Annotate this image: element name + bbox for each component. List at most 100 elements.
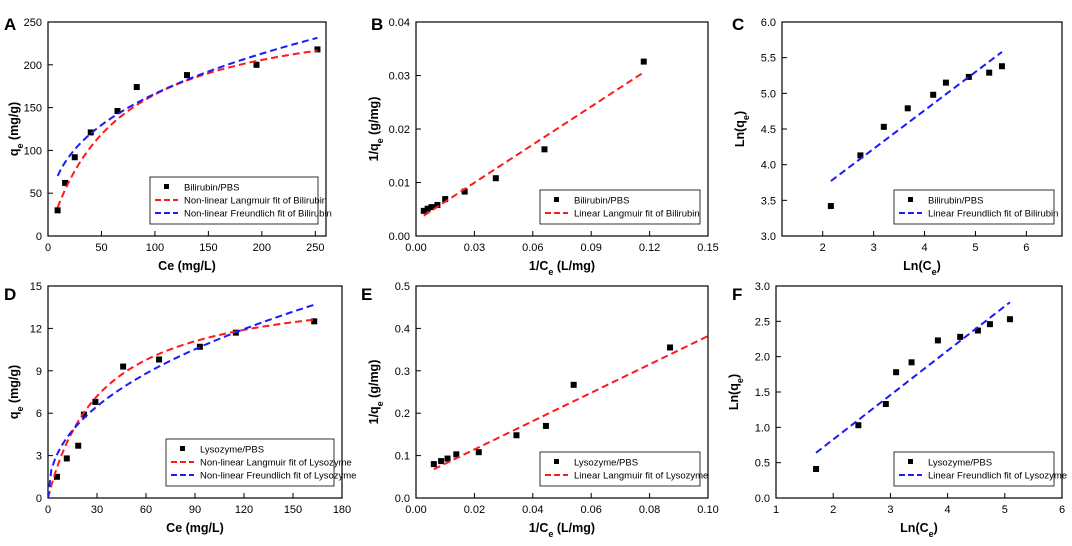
panel-d-x-tick-label: 30 xyxy=(91,504,103,516)
panel-c-y-tick-label: 6.0 xyxy=(761,17,776,29)
panel-f-legend-label: Linear Freundlich fit of Lysozyme xyxy=(928,471,1067,482)
panel-b-y-tick-label: 0.03 xyxy=(389,71,410,83)
panel-e-x-tick-label: 0.06 xyxy=(580,504,601,516)
panel-c-data-point xyxy=(904,105,911,112)
panel-c-y-tick-label: 3.0 xyxy=(761,231,776,243)
panel-c-legend-label: Bilirubin/PBS xyxy=(928,196,983,207)
panel-f-y-tick-label: 1.0 xyxy=(755,422,770,434)
panel-e-y-tick-label: 0.3 xyxy=(395,366,410,378)
panel-b-legend-marker-points xyxy=(554,197,559,202)
panel-a-y-axis-label-tail: (mg/g) xyxy=(7,102,21,144)
panel-d-data-point xyxy=(120,363,127,370)
panel-b-x-axis-label-subscript: e xyxy=(548,267,553,277)
panel-c-y-axis-label-base: Ln(q xyxy=(733,120,747,147)
panel-f-legend: Lysozyme/PBS Linear Freundlich fit of Lys… xyxy=(893,451,1067,487)
panel-d-fit-line-langmuir xyxy=(48,318,315,498)
panel-c-x-axis-label-subscript: e xyxy=(932,267,937,277)
panel-a-data-point xyxy=(314,46,321,53)
panel-b-data-point xyxy=(461,188,468,195)
panel-e-x-tick-label: 0.00 xyxy=(405,504,426,516)
panel-f-data-point xyxy=(934,337,941,344)
panel-c-data-point xyxy=(942,79,949,86)
panel-d-y-axis-label-subscript: e xyxy=(15,407,25,412)
panel-a-data-point xyxy=(253,61,260,68)
panel-a-legend-label: Bilirubin/PBS xyxy=(184,183,239,194)
panel-d-y-tick-label: 9 xyxy=(36,366,42,378)
panel-d-legend-marker-points xyxy=(180,446,185,451)
panel-e-x-axis-label: 1/Ce (L/mg) xyxy=(529,521,595,539)
panel-c-y-axis-label-tail: ) xyxy=(733,111,747,115)
panel-d-y-tick-label: 3 xyxy=(36,451,42,463)
panel-e-data-point xyxy=(453,451,460,458)
panel-b-x-tick-label: 0.09 xyxy=(580,242,601,254)
panel-a-x-tick-label: 50 xyxy=(95,242,107,254)
panel-e-legend-label: Lysozyme/PBS xyxy=(574,458,638,469)
panel-d-x-axis-label: Ce (mg/L) xyxy=(166,521,224,535)
panel-e-legend-marker-points xyxy=(554,459,559,464)
panel-a-y-axis-label: qe (mg/g) xyxy=(7,102,25,156)
panel-c-data-point xyxy=(930,91,937,98)
panel-b-legend: Bilirubin/PBS Linear Langmuir fit of Bili… xyxy=(539,189,701,225)
panel-f-x-tick-label: 3 xyxy=(887,504,893,516)
panel-d-legend: Lysozyme/PBS Non-linear Langmuir fit of L… xyxy=(165,438,356,487)
panel-a-y-tick-label: 150 xyxy=(24,103,42,115)
panel-a-x-axis-label: Ce (mg/L) xyxy=(158,259,216,273)
panel-f-x-axis-label-subscript: e xyxy=(929,529,934,539)
panel-c-x-tick-label: 6 xyxy=(1023,242,1029,254)
panel-d-fit-line-freundlich xyxy=(48,303,315,498)
panel-b-y-axis-label-base: 1/q xyxy=(367,143,381,161)
panel-e-data-point xyxy=(475,449,482,456)
panel-d-legend-box xyxy=(165,438,335,487)
panel-c-data-point xyxy=(986,69,993,76)
panel-e-y-tick-label: 0.0 xyxy=(395,493,410,505)
panel-d-x-tick-label: 90 xyxy=(189,504,201,516)
panel-a-letter: A xyxy=(4,15,16,34)
panel-d-letter: D xyxy=(4,285,16,304)
panel-d: D 0 30 60 90 120 150 180 0 3 6 9 12 15 Ce (mg/L) qe (mg… xyxy=(4,281,356,535)
panel-b-y-axis-label-tail: (g/mg) xyxy=(367,97,381,139)
panel-f-x-axis-label-tail: ) xyxy=(934,521,938,535)
panel-c-data-point xyxy=(965,73,972,80)
panel-c-data-point xyxy=(857,152,864,159)
panel-d-data-point xyxy=(92,398,99,405)
panel-c-y-tick-label: 3.5 xyxy=(761,195,776,207)
panel-e-x-tick-label: 0.04 xyxy=(522,504,543,516)
panel-c-legend-marker-points xyxy=(908,197,913,202)
panel-d-data-point xyxy=(75,442,82,449)
panel-c-x-tick-label: 2 xyxy=(820,242,826,254)
panel-f-y-tick-label: 2.5 xyxy=(755,316,770,328)
panel-a-y-axis-label-subscript: e xyxy=(15,144,25,149)
panel-d-data-point xyxy=(311,318,318,325)
panel-b-y-tick-label: 0.02 xyxy=(389,124,410,136)
panel-e-x-axis-label-base: 1/C xyxy=(529,521,548,535)
panel-b-data-point xyxy=(442,196,449,203)
panel-b-y-axis-label: 1/qe (g/mg) xyxy=(367,97,385,162)
panel-d-y-tick-label: 0 xyxy=(36,493,42,505)
panel-d-legend-label: Lysozyme/PBS xyxy=(200,445,264,456)
panel-e-y-tick-label: 0.1 xyxy=(395,451,410,463)
panel-f-y-tick-label: 0.5 xyxy=(755,458,770,470)
panel-f-data-point xyxy=(986,321,993,328)
panel-e-y-tick-label: 0.5 xyxy=(395,281,410,293)
panel-d-data-point xyxy=(53,473,60,480)
panel-d-data-point xyxy=(63,455,70,462)
panel-a-data-point xyxy=(62,179,69,186)
panel-a-data-point xyxy=(114,108,121,115)
panel-f-data-point xyxy=(1006,316,1013,323)
panel-f-y-axis-label-base: Ln(q xyxy=(727,383,741,410)
panel-d-x-tick-label: 150 xyxy=(284,504,302,516)
panel-b-y-tick-label: 0.01 xyxy=(389,178,410,190)
panel-b-legend-label: Linear Langmuir fit of Bilirubin xyxy=(574,209,700,220)
panel-b-legend-box xyxy=(539,189,701,225)
panel-b-x-axis-label-tail: (L/mg) xyxy=(553,259,595,273)
panel-a-fit-line-freundlich xyxy=(56,36,318,177)
panel-a-data-point xyxy=(54,207,61,214)
panel-f-y-tick-label: 2.0 xyxy=(755,352,770,364)
panel-e-y-axis-label-subscript: e xyxy=(375,401,385,406)
panel-e-x-tick-label: 0.08 xyxy=(639,504,660,516)
panel-f-x-tick-label: 1 xyxy=(773,504,779,516)
panel-c-x-tick-label: 3 xyxy=(871,242,877,254)
panel-e-x-axis-label-subscript: e xyxy=(548,529,553,539)
panel-f-legend-label: Lysozyme/PBS xyxy=(928,458,992,469)
panel-b-y-tick-label: 0.04 xyxy=(389,17,410,29)
